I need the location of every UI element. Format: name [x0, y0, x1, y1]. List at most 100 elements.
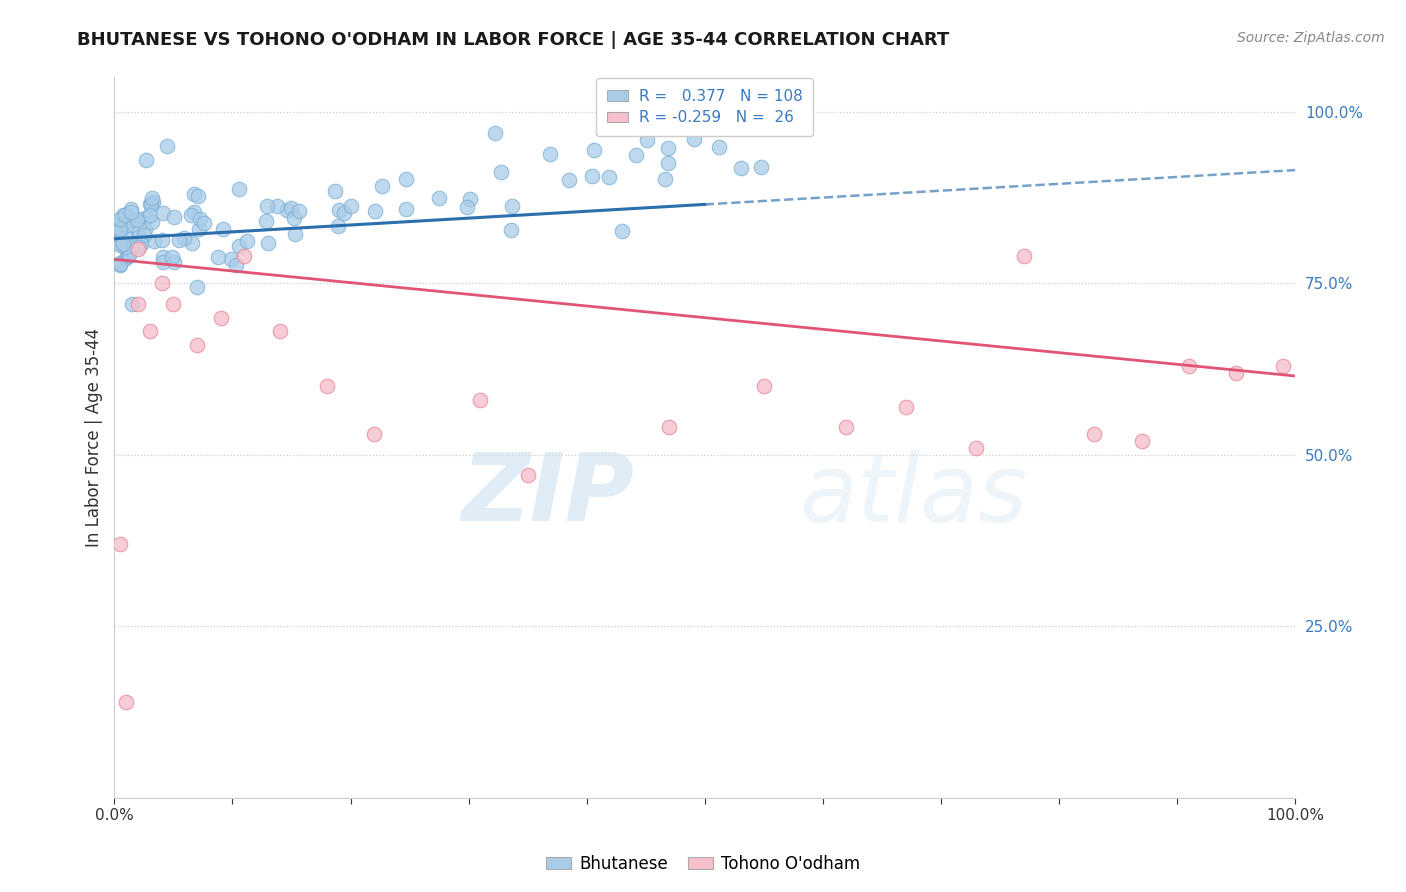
Point	[470, 392, 492, 407]
Point	[135, 153, 157, 167]
Point	[156, 139, 179, 153]
Point	[110, 537, 132, 551]
Point	[162, 297, 184, 311]
Y-axis label: In Labor Force | Age 35-44: In Labor Force | Age 35-44	[86, 328, 103, 548]
Point	[134, 222, 156, 236]
Point	[269, 324, 291, 338]
Point	[340, 199, 363, 213]
Text: BHUTANESE VS TOHONO O'ODHAM IN LABOR FORCE | AGE 35-44 CORRELATION CHART: BHUTANESE VS TOHONO O'ODHAM IN LABOR FOR…	[77, 31, 949, 49]
Point	[186, 280, 208, 294]
Point	[118, 248, 141, 262]
Point	[233, 249, 256, 263]
Point	[371, 178, 394, 193]
Point	[225, 258, 247, 272]
Point	[152, 251, 174, 265]
Point	[110, 222, 132, 236]
Point	[128, 240, 150, 254]
Point	[152, 206, 174, 220]
Point	[207, 250, 229, 264]
Point	[894, 400, 917, 414]
Point	[364, 204, 387, 219]
Point	[110, 216, 132, 230]
Point	[193, 216, 215, 230]
Point	[112, 208, 135, 222]
Legend: R =   0.377   N = 108, R = -0.259   N =  26: R = 0.377 N = 108, R = -0.259 N = 26	[596, 78, 814, 136]
Point	[173, 231, 195, 245]
Point	[484, 126, 506, 140]
Point	[581, 169, 603, 183]
Point	[110, 256, 132, 270]
Point	[111, 236, 134, 251]
Point	[256, 200, 278, 214]
Point	[219, 252, 242, 267]
Point	[489, 165, 512, 179]
Point	[730, 161, 752, 176]
Point	[283, 211, 305, 225]
Point	[749, 160, 772, 174]
Point	[657, 141, 679, 155]
Point	[135, 210, 157, 224]
Point	[1012, 249, 1035, 263]
Point	[110, 238, 132, 252]
Point	[114, 230, 136, 244]
Point	[254, 213, 277, 227]
Point	[188, 211, 211, 226]
Point	[658, 420, 681, 434]
Text: Source: ZipAtlas.com: Source: ZipAtlas.com	[1237, 31, 1385, 45]
Point	[138, 197, 160, 211]
Point	[458, 192, 481, 206]
Point	[181, 235, 204, 250]
Point	[183, 187, 205, 202]
Point	[169, 234, 191, 248]
Point	[516, 468, 538, 483]
Point	[180, 208, 202, 222]
Point	[186, 338, 208, 352]
Point	[538, 147, 561, 161]
Point	[132, 227, 155, 242]
Legend: Bhutanese, Tohono O'odham: Bhutanese, Tohono O'odham	[538, 848, 868, 880]
Point	[657, 156, 679, 170]
Point	[280, 201, 302, 215]
Point	[316, 379, 339, 393]
Point	[115, 215, 138, 229]
Point	[326, 219, 349, 233]
Point	[228, 182, 250, 196]
Point	[835, 420, 858, 434]
Point	[456, 200, 478, 214]
Point	[1272, 359, 1295, 373]
Point	[150, 277, 173, 291]
Point	[328, 203, 350, 218]
Point	[114, 208, 136, 222]
Point	[654, 172, 676, 186]
Point	[138, 208, 160, 222]
Point	[115, 695, 138, 709]
Point	[1083, 427, 1105, 442]
Point	[121, 297, 143, 311]
Point	[114, 240, 136, 254]
Point	[598, 170, 620, 185]
Point	[228, 239, 250, 253]
Point	[499, 223, 522, 237]
Point	[110, 257, 132, 271]
Point	[257, 236, 280, 251]
Point	[141, 191, 163, 205]
Point	[127, 229, 149, 244]
Point	[183, 205, 205, 219]
Point	[110, 223, 132, 237]
Point	[333, 205, 356, 219]
Point	[209, 310, 232, 325]
Point	[707, 139, 730, 153]
Point	[110, 258, 132, 272]
Point	[142, 234, 165, 248]
Point	[110, 229, 132, 244]
Point	[211, 222, 233, 236]
Point	[163, 255, 186, 269]
Point	[395, 172, 418, 186]
Point	[114, 251, 136, 265]
Point	[117, 249, 139, 263]
Point	[624, 147, 647, 161]
Point	[288, 203, 311, 218]
Point	[128, 211, 150, 226]
Point	[141, 197, 163, 211]
Point	[111, 236, 134, 251]
